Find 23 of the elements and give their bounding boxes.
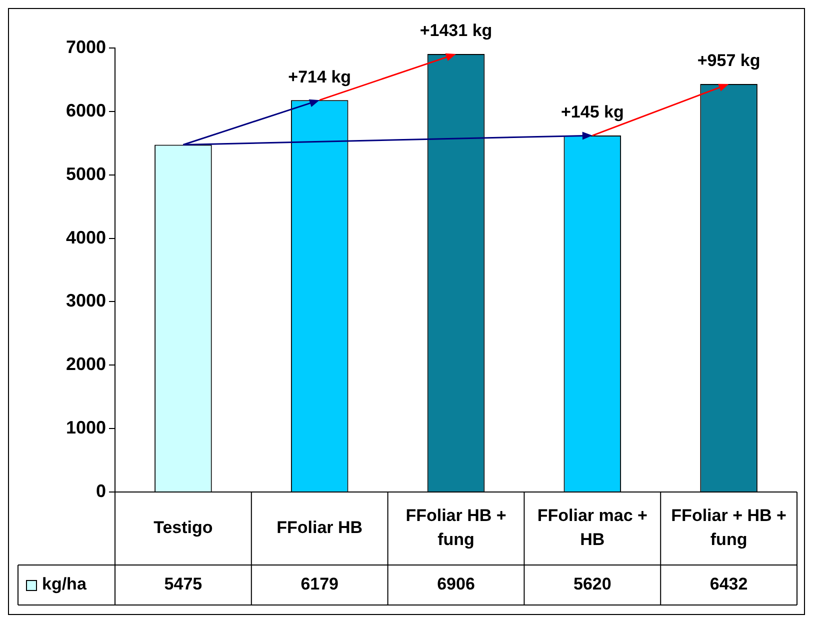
x-tick-label: Testigo (154, 518, 213, 538)
data-label: 5475 (164, 574, 202, 594)
annotation: +714 kg (288, 67, 352, 86)
y-tick-label: 6000 (66, 100, 106, 120)
data-label: 6432 (710, 574, 748, 594)
legend-label: kg/ha (42, 574, 87, 594)
y-tick-label: 1000 (66, 418, 106, 438)
y-tick-label: 0 (96, 480, 106, 501)
data-label: 6906 (437, 574, 475, 594)
y-tick-label: 2000 (66, 354, 106, 374)
y-tick-label: 3000 (66, 290, 106, 311)
x-tick-label: FFoliar HB + fung (406, 506, 506, 550)
x-tick-label: FFoliar + HB + fung (671, 506, 786, 550)
x-tick-label: FFoliar mac + HB (537, 506, 648, 550)
annotation: +145 kg (560, 102, 624, 122)
data-label: 5620 (573, 574, 612, 594)
x-tick-label: FFoliar HB (276, 518, 363, 538)
data-label: 6179 (300, 574, 339, 594)
y-tick-label: 7000 (66, 36, 106, 57)
annotation: +957 kg (697, 51, 760, 70)
y-tick-label: 4000 (66, 227, 106, 248)
annotation: +1431 kg (420, 21, 492, 40)
y-tick-label: 5000 (66, 164, 106, 184)
